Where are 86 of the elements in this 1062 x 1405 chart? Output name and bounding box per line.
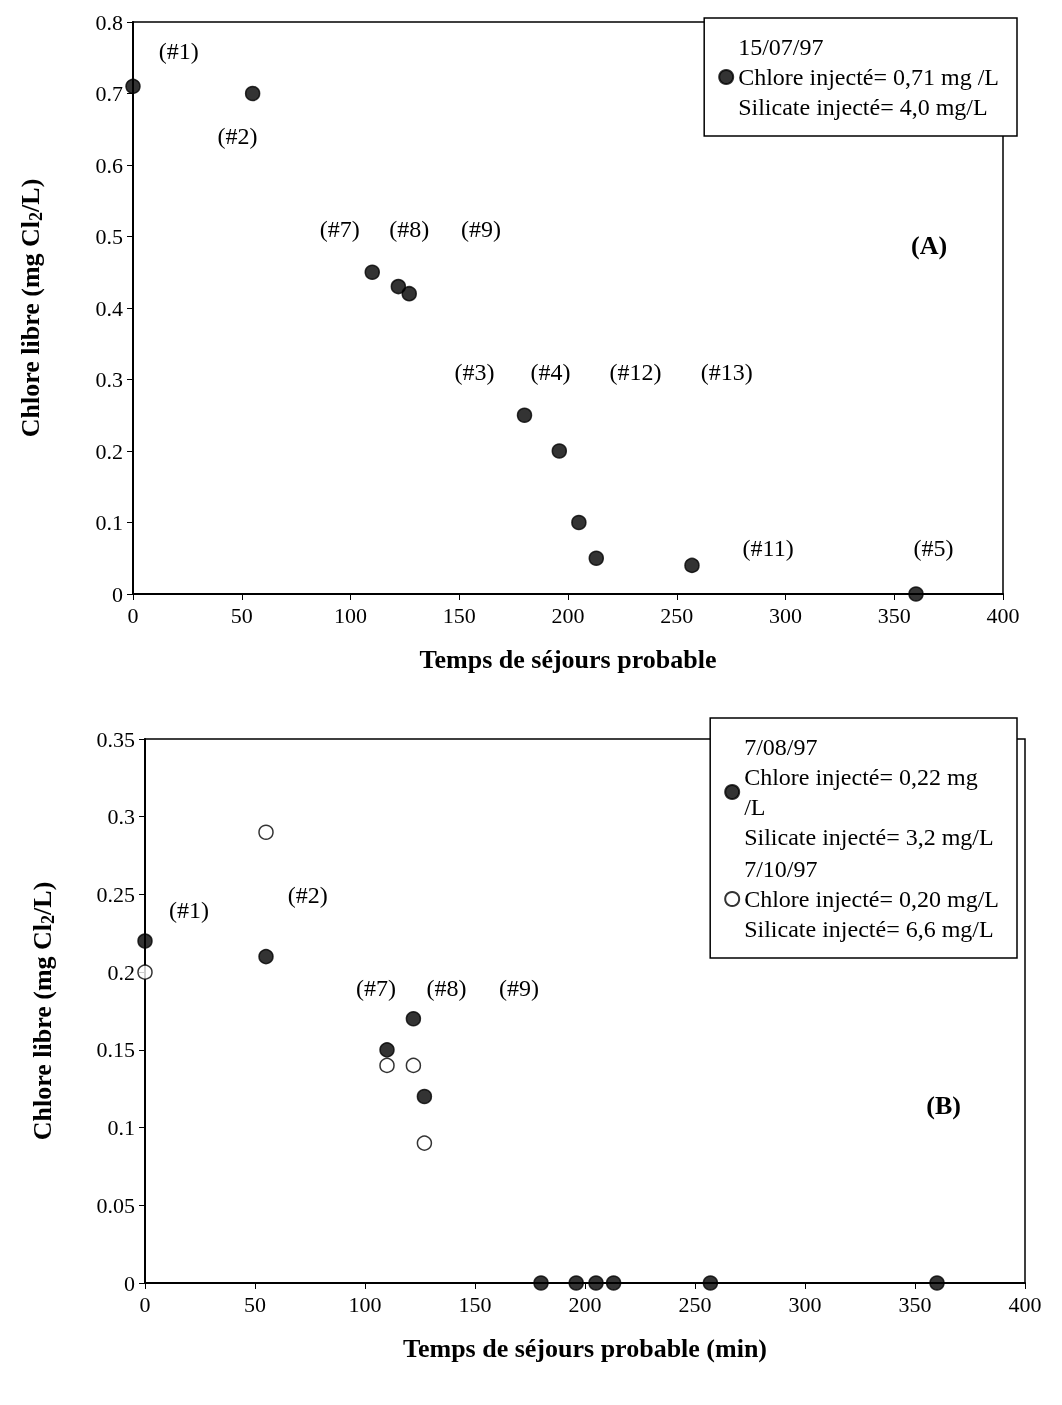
point xyxy=(390,278,407,295)
annotation: (#2) xyxy=(217,123,258,150)
annotation: (#8) xyxy=(426,974,467,1001)
point xyxy=(405,1057,422,1074)
x-tick-label: 300 xyxy=(769,602,802,628)
annotation: (#7) xyxy=(356,974,396,1001)
annotation: (#9) xyxy=(499,974,539,1001)
y-axis-title: Chlore libre (mg Cl2/L) xyxy=(27,881,58,1141)
y-tick-label: 0.25 xyxy=(96,881,135,907)
x-tick-label: 50 xyxy=(244,1291,266,1317)
point xyxy=(702,1275,719,1291)
x-tick-label: 0 xyxy=(139,1291,151,1317)
legend-label: 7/10/97 Chlore injecté= 0,20 mg/L Silicate injecté= 6,6 mg/L xyxy=(744,856,999,942)
x-tick-label: 200 xyxy=(551,602,585,628)
annotation: (#1) xyxy=(158,37,199,64)
y-tick-label: 0.2 xyxy=(95,438,123,464)
y-tick-label: 0 xyxy=(112,581,123,607)
annotation: (#4) xyxy=(530,359,571,386)
y-tick-label: 0.3 xyxy=(107,804,135,830)
x-tick-label: 300 xyxy=(788,1291,822,1317)
y-tick-label: 0.1 xyxy=(95,510,123,535)
point xyxy=(125,78,141,95)
x-tick-label: 350 xyxy=(898,1291,932,1317)
x-tick-label: 350 xyxy=(877,602,911,628)
annotation: (A) xyxy=(911,230,948,260)
point xyxy=(551,443,568,459)
legend-label: 15/07/97 Chlore injecté= 0,71 mg /L Silicate injecté= 4,0 mg/L xyxy=(738,34,999,120)
y-tick-label: 0 xyxy=(124,1270,135,1296)
point xyxy=(929,1275,945,1291)
point xyxy=(908,586,924,602)
y-tick-label: 0.2 xyxy=(107,959,135,985)
x-tick-label: 100 xyxy=(334,602,367,628)
point xyxy=(401,285,417,302)
x-axis-title: Temps de séjours probable xyxy=(419,644,717,674)
annotation: (B) xyxy=(926,1091,961,1121)
point xyxy=(244,85,261,102)
y-tick-label: 0.15 xyxy=(96,1037,135,1063)
x-tick-label: 400 xyxy=(1008,1291,1042,1317)
annotation: (#1) xyxy=(169,896,209,923)
y-tick-label: 0.05 xyxy=(96,1192,135,1218)
annotation: (#3) xyxy=(454,359,495,386)
point xyxy=(379,1042,395,1058)
point xyxy=(588,1275,604,1291)
annotation: (#11) xyxy=(742,534,794,561)
point xyxy=(516,407,533,423)
x-tick-label: 150 xyxy=(442,602,476,628)
point xyxy=(588,550,605,566)
y-tick-label: 0.5 xyxy=(95,224,123,249)
point xyxy=(684,557,700,574)
y-tick-label: 0.4 xyxy=(95,295,123,321)
point xyxy=(364,264,380,280)
y-tick-label: 0.3 xyxy=(95,367,123,392)
point xyxy=(416,1088,433,1105)
point xyxy=(405,1011,422,1027)
x-tick-label: 250 xyxy=(678,1291,712,1317)
annotation: (#13) xyxy=(700,359,753,386)
annotation: (#9) xyxy=(461,216,501,243)
y-tick-label: 0.8 xyxy=(95,9,123,35)
annotation: (#7) xyxy=(319,216,360,243)
x-tick-label: 250 xyxy=(660,602,694,628)
point xyxy=(137,964,153,980)
point xyxy=(258,824,274,840)
x-tick-label: 200 xyxy=(568,1291,602,1317)
y-axis-title: Chlore libre (mg Cl2/L) xyxy=(15,178,46,438)
x-axis-title: Temps de séjours probable (min) xyxy=(402,1333,768,1363)
x-tick-label: 400 xyxy=(986,602,1020,628)
point xyxy=(258,948,274,965)
point xyxy=(571,514,587,531)
x-tick-label: 100 xyxy=(348,1291,382,1317)
point xyxy=(137,933,153,949)
x-tick-label: 50 xyxy=(230,602,253,628)
y-tick-label: 0.6 xyxy=(95,152,123,178)
x-tick-label: 150 xyxy=(458,1291,492,1317)
point xyxy=(379,1057,395,1074)
annotation: (#2) xyxy=(287,881,328,908)
annotation: (#5) xyxy=(913,534,954,561)
y-tick-label: 0.7 xyxy=(95,81,123,106)
legend-label: 7/08/97 Chlore injecté= 0,22 mg /L Silicate injecté= 3,2 mg/L xyxy=(744,734,994,850)
annotation: (#8) xyxy=(389,216,430,243)
y-tick-label: 0.1 xyxy=(107,1115,135,1141)
point xyxy=(605,1275,622,1291)
point xyxy=(416,1135,433,1151)
y-tick-label: 0.35 xyxy=(96,726,135,752)
point xyxy=(568,1275,584,1291)
point xyxy=(533,1275,549,1291)
annotation: (#12) xyxy=(609,359,662,386)
